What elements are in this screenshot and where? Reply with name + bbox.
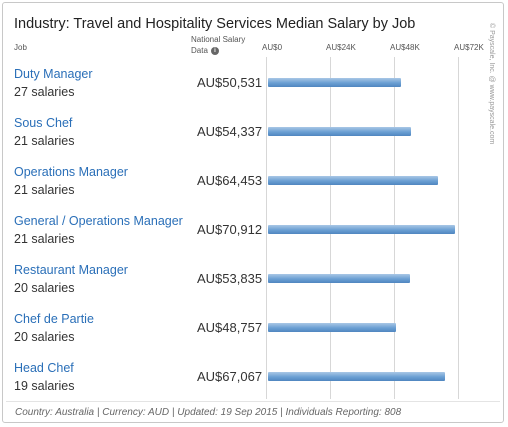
job-link[interactable]: Head Chef (14, 361, 74, 375)
job-link[interactable]: Sous Chef (14, 116, 73, 130)
salary-bar (268, 372, 445, 381)
payscale-watermark: © Payscale, Inc. @ www.payscale.com (488, 23, 495, 145)
grid-line (458, 57, 459, 399)
job-column-header: Job (14, 43, 27, 52)
salary-bar (268, 127, 411, 136)
median-salary: AU$67,067 (197, 369, 263, 384)
job-link[interactable]: Duty Manager (14, 67, 93, 81)
table-row: Restaurant Manager 20 salaries AU$53,835 (3, 263, 503, 312)
salary-count: 27 salaries (14, 85, 75, 99)
salary-count: 19 salaries (14, 379, 75, 393)
national-salary-header: National Salary Data i (191, 34, 245, 56)
table-row: Chef de Partie 20 salaries AU$48,757 (3, 312, 503, 361)
grid-line (266, 57, 267, 399)
median-salary: AU$70,912 (197, 222, 263, 237)
job-link[interactable]: Restaurant Manager (14, 263, 128, 277)
job-link[interactable]: Operations Manager (14, 165, 128, 179)
x-tick-label: AU$24K (326, 43, 356, 52)
footer-info: Country: Australia | Currency: AUD | Upd… (15, 407, 402, 418)
median-salary: AU$50,531 (197, 75, 263, 90)
median-salary: AU$64,453 (197, 173, 263, 188)
salary-bar (268, 323, 397, 332)
salary-bar (268, 176, 438, 185)
table-row: General / Operations Manager 21 salaries A… (3, 214, 503, 263)
job-link[interactable]: General / Operations Manager (14, 214, 183, 228)
national-salary-header-line2: Data (191, 46, 208, 55)
table-row: Head Chef 19 salaries AU$67,067 (3, 361, 503, 410)
table-row: Duty Manager 27 salaries AU$50,531 (3, 67, 503, 116)
salary-count: 21 salaries (14, 134, 75, 148)
salary-chart-widget: Industry: Travel and Hospitality Service… (2, 2, 504, 423)
salary-count: 21 salaries (14, 232, 75, 246)
median-salary: AU$48,757 (197, 320, 263, 335)
salary-count: 20 salaries (14, 281, 75, 295)
median-salary: AU$54,337 (197, 124, 263, 139)
median-salary: AU$53,835 (197, 271, 263, 286)
salary-bar (268, 225, 456, 234)
job-link[interactable]: Chef de Partie (14, 312, 94, 326)
x-tick-label: AU$48K (390, 43, 420, 52)
x-tick-label: AU$72K (454, 43, 484, 52)
table-row: Sous Chef 21 salaries AU$54,337 (3, 116, 503, 165)
salary-count: 20 salaries (14, 330, 75, 344)
salary-bar (268, 274, 410, 283)
chart-title: Industry: Travel and Hospitality Service… (14, 16, 416, 32)
x-tick-label: AU$0 (262, 43, 283, 52)
salary-bar (268, 78, 401, 87)
salary-count: 21 salaries (14, 183, 75, 197)
table-row: Operations Manager 21 salaries AU$64,453 (3, 165, 503, 214)
info-icon[interactable]: i (210, 46, 219, 55)
national-salary-header-line1: National Salary (191, 35, 246, 44)
footer-divider (6, 401, 500, 402)
